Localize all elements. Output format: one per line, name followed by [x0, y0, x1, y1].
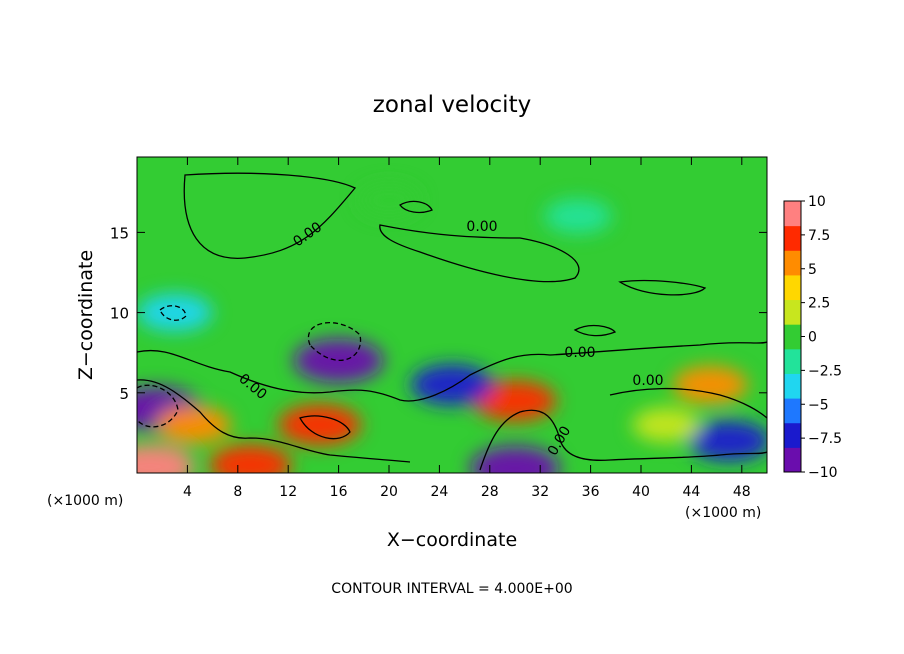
contour-line: [379, 224, 580, 283]
x-unit-label-right: (×1000 m): [685, 505, 761, 521]
colorbar-swatch: [784, 348, 801, 374]
field-feature: [672, 365, 748, 404]
contour-line: [137, 341, 767, 402]
x-tick-label: 48: [733, 484, 751, 500]
x-tick-label: 16: [330, 484, 348, 500]
x-tick-label: 36: [582, 484, 600, 500]
colorbar-tick-label: 5: [808, 262, 817, 278]
field-feature: [544, 198, 612, 234]
x-tick-label: 24: [430, 484, 448, 500]
plot-frame: [136, 156, 768, 474]
colorbar-tick-label: −5: [808, 397, 829, 413]
x-tick-label: 4: [183, 484, 192, 500]
contour-line-negative: [137, 384, 179, 428]
colorbar-swatch: [784, 373, 801, 399]
x-tick-label: 40: [632, 484, 650, 500]
colorbar-tick-label: −2.5: [808, 363, 842, 379]
colorbar-tick-label: −7.5: [808, 431, 842, 447]
contour-line: [183, 172, 357, 259]
field-feature: [137, 293, 213, 332]
x-axis-label: X−coordinate: [387, 529, 517, 551]
colorbar-swatch: [784, 447, 801, 473]
colorbar-swatch: [784, 324, 801, 350]
contour-line: [137, 379, 411, 463]
colorbar-swatch: [784, 250, 801, 276]
y-axis-label: Z−coordinate: [75, 250, 97, 380]
field-feature: [632, 407, 700, 443]
contour-line: [399, 200, 433, 214]
y-axis: 5 10 15: [110, 224, 767, 403]
colorbar-tick-label: 10: [808, 194, 826, 210]
x-unit-label-left: (×1000 m): [47, 493, 123, 509]
colorbar-swatch: [784, 225, 801, 251]
field-feature: [156, 405, 232, 444]
x-tick-label: 20: [380, 484, 398, 500]
x-tick-label: 32: [531, 484, 549, 500]
contour-label: 0.00: [632, 373, 663, 389]
contour-interval-footer: CONTOUR INTERVAL = 4.000E+00: [331, 581, 572, 597]
field-feature: [470, 446, 560, 473]
colorbar: 10 7.5 5 2.5 0 −2.5 −5 −7.5 −10: [783, 194, 842, 481]
x-tick-label: 44: [682, 484, 700, 500]
y-tick-label: 15: [110, 224, 129, 242]
x-axis: 4 8 12 16 20 24 28 32 36 40 44 48: [183, 157, 751, 500]
contour-line-negative: [307, 322, 362, 361]
contour-line: [618, 279, 707, 296]
contour-line: [299, 415, 351, 440]
colorbar-tick-label: −10: [808, 465, 838, 481]
colorbar-tick-label: 0: [808, 330, 817, 346]
field-feature: [137, 444, 195, 473]
field-feature: [687, 420, 767, 462]
colorbar-swatch: [784, 422, 801, 448]
x-tick-label: 12: [279, 484, 297, 500]
x-tick-label: 28: [481, 484, 499, 500]
chart-title: zonal velocity: [373, 92, 531, 118]
contour-line-negative: [159, 305, 187, 321]
colorbar-swatch: [784, 201, 801, 227]
colorbar-swatch: [784, 274, 801, 301]
x-tick-label: 8: [233, 484, 242, 500]
y-tick-label: 10: [110, 305, 129, 323]
colorbar-swatch: [784, 398, 801, 424]
contour-line: [573, 324, 617, 337]
colorbar-tick-label: 2.5: [808, 296, 830, 312]
field-feature: [410, 364, 494, 406]
contour-line: [479, 409, 767, 471]
contour-label: 0.00: [564, 345, 595, 361]
colorbar-swatch: [784, 299, 801, 325]
contour-label: 0.00: [466, 219, 497, 235]
field-feature: [278, 404, 361, 446]
field-feature: [209, 444, 292, 473]
colorbar-tick-label: 7.5: [808, 228, 830, 244]
contour-line: [609, 387, 767, 419]
y-tick-label: 5: [119, 385, 129, 403]
